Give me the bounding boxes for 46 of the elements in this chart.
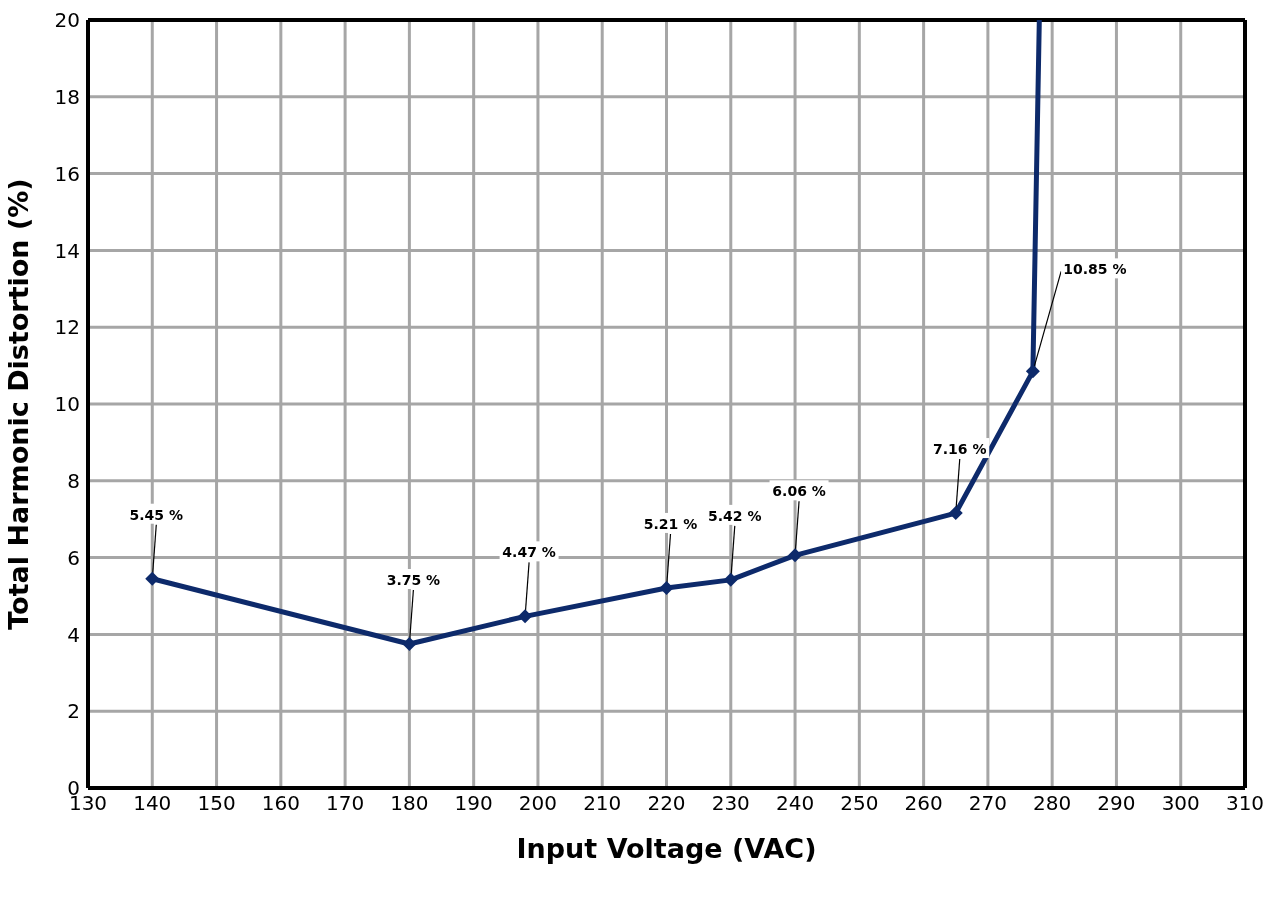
x-tick-label: 220	[647, 791, 686, 816]
x-tick-label: 240	[775, 791, 815, 816]
y-tick-label: 2	[67, 699, 80, 724]
point	[402, 637, 417, 651]
point	[723, 572, 738, 587]
data-label: 10.85 %	[1063, 261, 1127, 278]
x-tick-label: 170	[326, 791, 365, 816]
y-tick-label: 16	[54, 161, 80, 186]
point	[145, 571, 160, 586]
x-tick-label: 150	[197, 791, 236, 816]
y-tick-label: 14	[54, 238, 80, 263]
x-tick-label: 260	[904, 791, 943, 816]
y-tick-label: 18	[54, 84, 80, 109]
y-tick-label: 6	[67, 545, 80, 570]
y-tick-label: 8	[67, 468, 80, 493]
point	[788, 548, 803, 563]
point	[659, 580, 674, 595]
y-tick-label: 20	[54, 8, 80, 33]
x-tick-label: 190	[454, 791, 493, 816]
y-tick-label: 4	[67, 622, 80, 647]
point	[948, 506, 963, 521]
x-tick-label: 200	[518, 791, 558, 816]
data-label: 5.42 %	[708, 507, 762, 524]
y-tick-label: 10	[54, 392, 80, 417]
x-tick-label: 250	[840, 791, 879, 816]
data-label: 3.75 %	[386, 572, 441, 588]
x-tick-label: 270	[968, 791, 1007, 816]
point	[518, 609, 533, 624]
x-tick-label: 210	[583, 791, 622, 816]
data-label: 7.16 %	[933, 441, 987, 458]
data-label: 6.06 %	[772, 483, 826, 500]
data-label: 4.47 %	[502, 544, 556, 561]
y-tick-label: 12	[54, 315, 80, 340]
x-tick-label: 160	[261, 791, 300, 816]
data-label: 5.45 %	[129, 506, 183, 523]
x-tick-label: 280	[1033, 791, 1072, 816]
data-label: 5.21 %	[643, 515, 698, 532]
x-tick-label: 310	[1225, 791, 1265, 816]
x-tick-label: 140	[133, 791, 172, 816]
x-tick-label: 290	[1097, 791, 1136, 816]
x-tick-label: 300	[1161, 791, 1200, 816]
x-axis-title: Input Voltage (VAC)	[516, 833, 817, 864]
x-tick-label: 230	[711, 791, 750, 816]
y-axis-title: Total Harmonic Distortion (%)	[2, 178, 34, 630]
x-tick-label: 180	[390, 791, 429, 816]
point	[1025, 364, 1040, 379]
